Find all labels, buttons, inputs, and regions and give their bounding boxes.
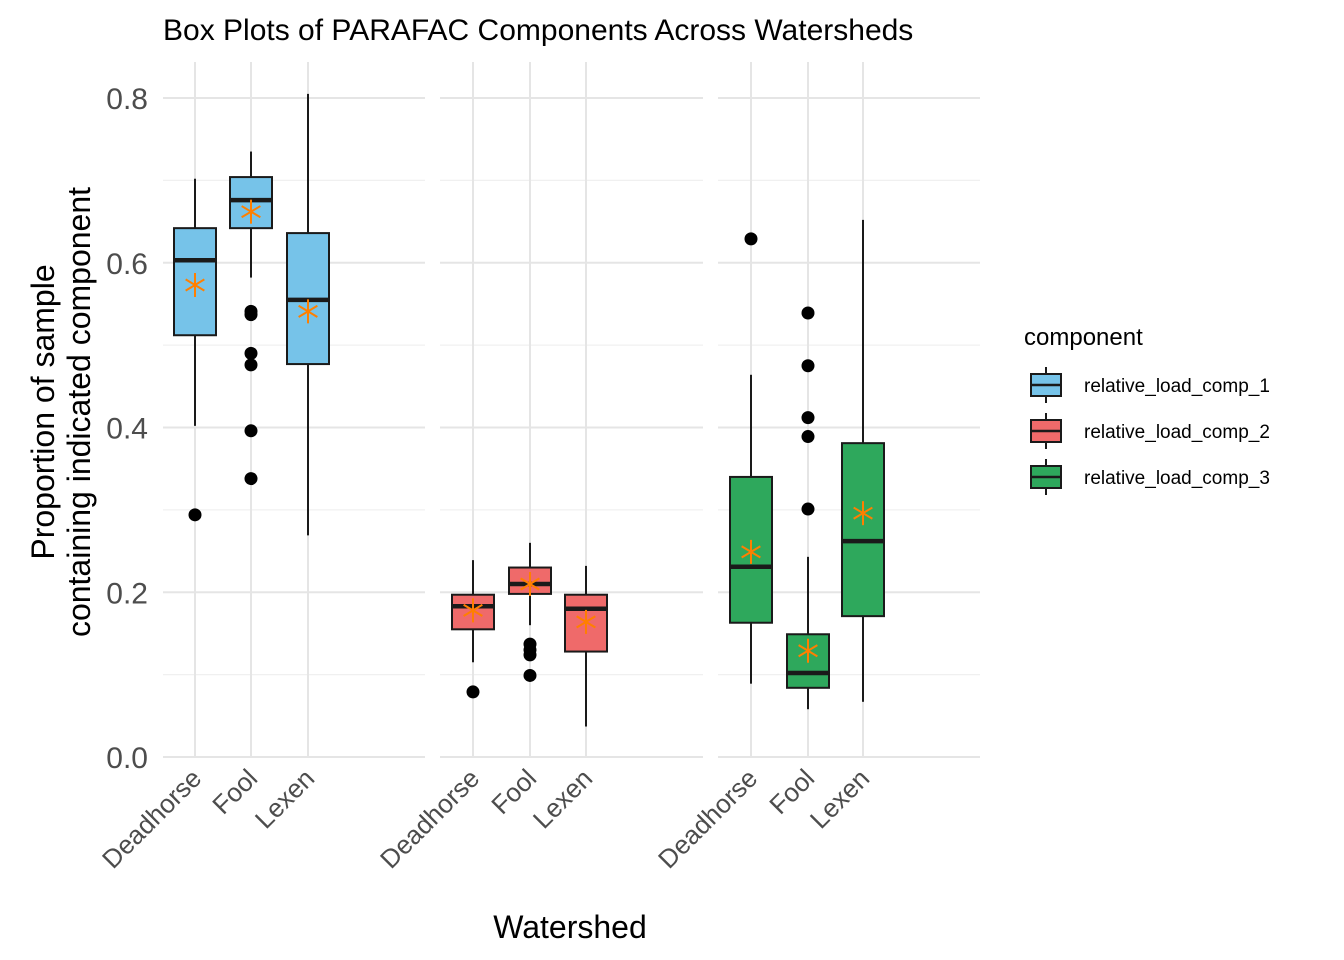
- y-tick-label: 0.0: [106, 742, 148, 775]
- y-tick-label: 0.4: [106, 413, 148, 446]
- mean-marker: [463, 598, 483, 623]
- legend-item-3: relative_load_comp_3: [1030, 459, 1270, 495]
- y-axis-title: Proportion of sample containing indicate…: [25, 187, 97, 637]
- outlier-point: [523, 648, 537, 662]
- mean-marker-stroke: [520, 577, 540, 591]
- mean-marker-stroke: [463, 603, 483, 617]
- outlier-point: [744, 232, 758, 246]
- box-2-lexen: [564, 565, 608, 727]
- outlier-point: [244, 308, 258, 322]
- box-3-deadhorse: [729, 232, 773, 684]
- legend-label: relative_load_comp_2: [1084, 422, 1270, 443]
- outlier-point: [244, 424, 258, 438]
- x-tick-label: Deadhorse: [374, 763, 485, 874]
- outlier-point: [523, 668, 537, 682]
- outlier-point: [801, 411, 815, 425]
- mean-marker-stroke: [853, 506, 873, 520]
- y-axis-title-line-2: containing indicated component: [61, 187, 97, 637]
- grid-layer: [163, 62, 980, 758]
- legend: component relative_load_comp_1 relative_l…: [1024, 324, 1270, 495]
- y-tick-label: 0.6: [106, 248, 148, 281]
- chart-title: Box Plots of PARAFAC Components Across W…: [163, 14, 913, 47]
- mean-marker-stroke: [185, 278, 205, 292]
- mean-marker-stroke: [741, 545, 761, 559]
- x-tick-label: Deadhorse: [652, 763, 763, 874]
- box-2-fool: [508, 542, 552, 682]
- x-tick-label: Lexen: [249, 763, 320, 834]
- legend-label: relative_load_comp_3: [1084, 468, 1270, 489]
- y-axis-title-line-1: Proportion of sample: [25, 264, 61, 559]
- mean-marker: [298, 299, 318, 324]
- outlier-point: [466, 685, 480, 699]
- outlier-point: [801, 359, 815, 373]
- outlier-point: [244, 346, 258, 360]
- box-1-deadhorse: [173, 178, 217, 522]
- box-3-lexen: [841, 219, 885, 702]
- outlier-point: [801, 502, 815, 516]
- mean-marker: [520, 572, 540, 597]
- y-tick-label: 0.8: [106, 83, 148, 116]
- box-1-fool: [229, 151, 273, 486]
- mean-marker: [185, 272, 205, 297]
- mean-marker-stroke: [798, 644, 818, 658]
- iqr-box: [841, 442, 885, 618]
- mean-marker-stroke: [241, 205, 261, 219]
- mean-marker-stroke: [298, 304, 318, 318]
- y-tick-labels: 0.0 0.2 0.4 0.6 0.8: [106, 83, 148, 775]
- box-2-deadhorse: [451, 560, 495, 699]
- mean-marker: [741, 539, 761, 564]
- legend-item-2: relative_load_comp_2: [1030, 413, 1270, 449]
- legend-item-1: relative_load_comp_1: [1030, 367, 1270, 403]
- legend-label: relative_load_comp_1: [1084, 376, 1270, 397]
- outlier-point: [244, 358, 258, 372]
- x-axis-title: Watershed: [493, 909, 647, 945]
- outlier-point: [244, 472, 258, 486]
- iqr-box: [564, 593, 608, 653]
- outlier-point: [801, 430, 815, 444]
- outlier-point: [801, 306, 815, 320]
- x-tick-label: Lexen: [804, 763, 875, 834]
- x-tick-label: Lexen: [527, 763, 598, 834]
- box-1-lexen: [286, 93, 330, 536]
- legend-title: component: [1024, 324, 1143, 351]
- box-3-fool: [786, 306, 830, 710]
- outlier-point: [188, 508, 202, 522]
- mean-marker: [853, 501, 873, 526]
- mean-marker-stroke: [576, 615, 596, 629]
- marks-layer: [173, 93, 885, 727]
- x-tick-label: Deadhorse: [96, 763, 207, 874]
- mean-marker: [576, 609, 596, 634]
- mean-marker: [798, 638, 818, 663]
- y-tick-label: 0.2: [106, 577, 148, 610]
- mean-marker: [241, 199, 261, 224]
